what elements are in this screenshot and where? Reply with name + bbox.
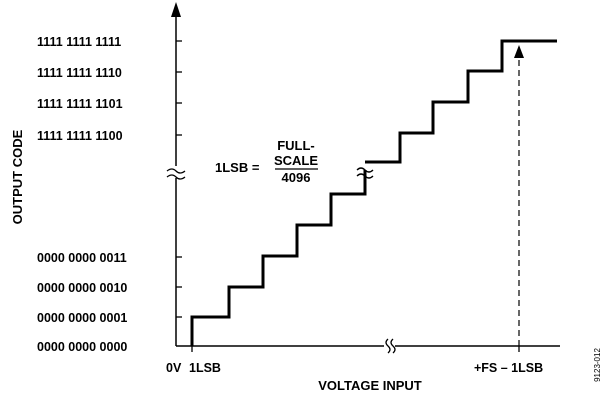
x-axis-break-icon [385,338,396,354]
formula-denominator: 4096 [282,170,311,185]
y-code-labels: 1111 1111 1111 1111 1111 1110 1111 1111 … [37,35,127,354]
formula-numerator-line1: FULL- [277,138,315,153]
x-label-zero: 0V [166,361,182,375]
formula-lhs: 1LSB = [215,160,260,175]
x-label-fs: +FS – 1LSB [474,361,543,375]
lsb-formula: 1LSB = FULL- SCALE 4096 [215,138,318,185]
formula-numerator-line2: SCALE [274,153,318,168]
x-axis-title: VOLTAGE INPUT [318,378,422,393]
y-axis-break-icon [166,168,186,180]
y-ticks [176,40,182,318]
full-scale-marker [514,45,524,346]
y-axis [166,2,186,346]
y-code-label: 1111 1111 1101 [37,97,123,111]
arrow-up-icon [514,45,524,58]
y-code-label: 0000 0000 0010 [37,281,127,295]
y-code-label: 1111 1111 1111 [37,35,121,49]
x-label-lsb: 1LSB [189,361,221,375]
y-code-label: 0000 0000 0000 [37,340,127,354]
y-code-label: 0000 0000 0001 [37,311,127,325]
y-axis-title: OUTPUT CODE [10,129,25,224]
y-axis-arrow-icon [171,2,181,17]
curve-break-icon [356,167,374,179]
y-code-label: 1111 1111 1110 [37,66,122,80]
staircase-transfer-curve [190,39,557,346]
y-code-label: 1111 1111 1100 [37,129,123,143]
x-axis [176,338,560,354]
y-code-label: 0000 0000 0011 [37,251,127,265]
figure-id: 9123-012 [593,348,602,382]
